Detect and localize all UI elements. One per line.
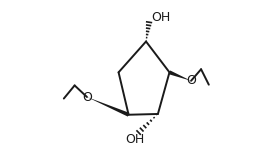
Text: OH: OH	[125, 133, 144, 146]
Polygon shape	[169, 70, 191, 81]
Polygon shape	[87, 97, 129, 117]
Text: O: O	[82, 90, 92, 103]
Text: O: O	[186, 74, 196, 87]
Text: OH: OH	[152, 11, 171, 24]
